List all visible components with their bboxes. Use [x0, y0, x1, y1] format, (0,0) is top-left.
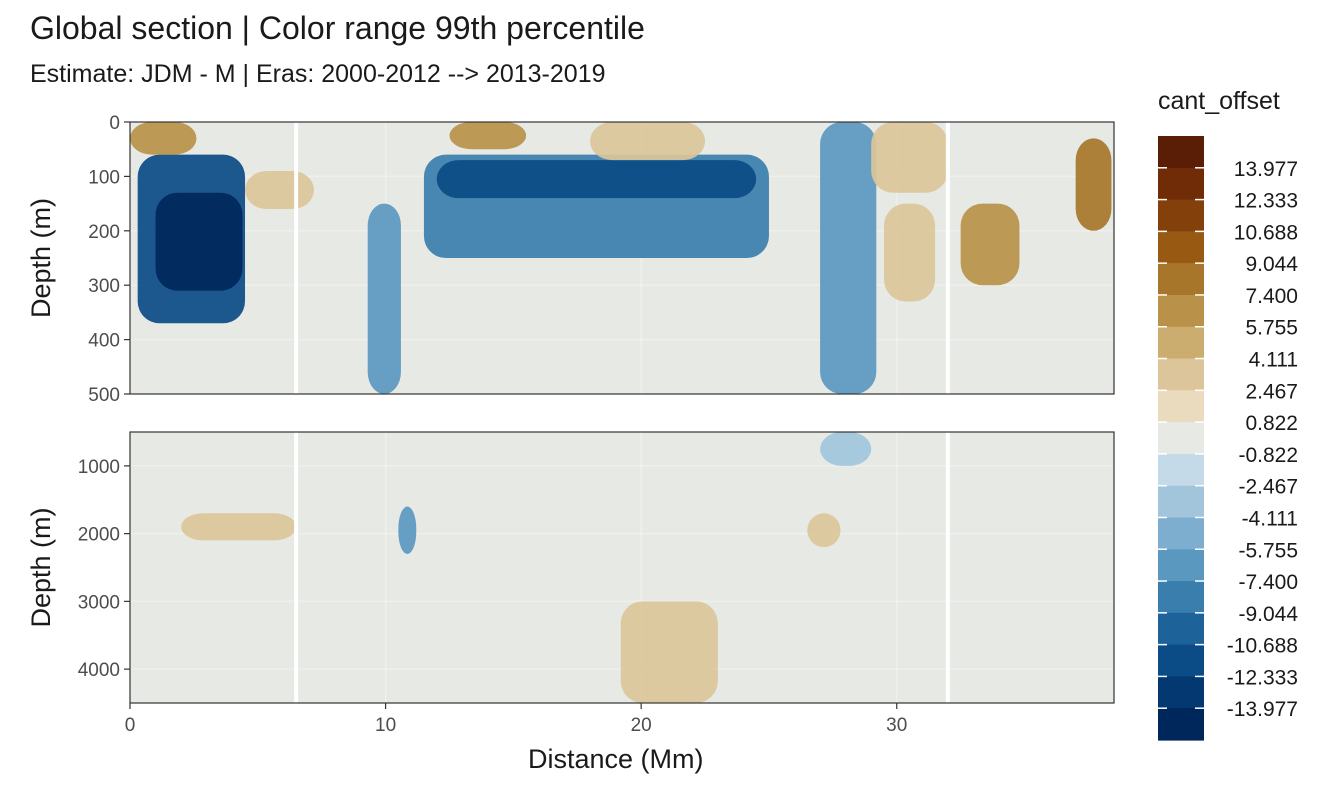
- legend-label: 10.688: [1234, 221, 1298, 244]
- upper-y-tick-label: 500: [88, 385, 120, 406]
- legend-swatch: [1158, 199, 1204, 232]
- upper-y-tick-label: 400: [88, 331, 120, 352]
- legend-swatch: [1158, 612, 1204, 646]
- legend-label: -0.822: [1238, 444, 1298, 467]
- upper-anomaly-12: [960, 203, 1020, 286]
- legend-swatch: [1158, 422, 1204, 455]
- lower-y-axis-title: Depth (m): [26, 507, 56, 627]
- upper-anomaly-5: [367, 203, 401, 394]
- legend-label: -12.333: [1227, 666, 1298, 689]
- legend-swatch: [1158, 644, 1204, 678]
- upper-y-tick-label: 300: [88, 276, 120, 297]
- lower-frame: [129, 431, 1115, 704]
- chart-subtitle: Estimate: JDM - M | Eras: 2000-2012 --> …: [30, 60, 606, 88]
- upper-anomaly-7: [245, 170, 315, 210]
- x-tick-label: 10: [375, 715, 396, 736]
- upper-anomaly-9: [590, 122, 706, 161]
- legend-swatch: [1158, 263, 1204, 296]
- lower-panel: [129, 431, 1115, 704]
- upper-anomaly-11: [1075, 138, 1112, 231]
- legend-swatch: [1158, 136, 1204, 169]
- lower-anomaly-1: [620, 601, 718, 703]
- legend-label: -10.688: [1227, 635, 1298, 658]
- legend-swatch: [1158, 676, 1204, 709]
- legend-swatch: [1158, 358, 1204, 391]
- legend-swatch: [1158, 326, 1204, 360]
- lower-y-tick-label: 2000: [78, 525, 120, 546]
- lower-anomaly-0: [398, 506, 417, 554]
- legend-swatch: [1158, 581, 1204, 614]
- legend-label: 0.822: [1245, 412, 1298, 435]
- upper-panel: [129, 121, 1115, 395]
- legend-label: -4.111: [1242, 507, 1298, 530]
- x-tick-label: 30: [886, 715, 907, 736]
- upper-y-tick-label: 200: [88, 222, 120, 243]
- lower-anomaly-4: [820, 432, 872, 466]
- legend-label: 2.467: [1245, 380, 1298, 403]
- upper-anomaly-3: [436, 160, 757, 199]
- x-tick-label: 20: [631, 715, 652, 736]
- legend-swatch: [1158, 517, 1204, 550]
- upper-anomaly-8: [449, 122, 527, 150]
- legend-swatch: [1158, 485, 1204, 519]
- legend-label: -5.755: [1238, 539, 1298, 562]
- legend-label: -2.467: [1238, 476, 1298, 499]
- upper-frame: [129, 121, 1115, 395]
- upper-y-tick-label: 0: [109, 113, 120, 134]
- color-legend: 13.977 12.333 10.688 9.044 7.400 5.755 4.111 2.…: [1158, 136, 1298, 741]
- legend-label: 13.977: [1234, 158, 1298, 181]
- upper-y-tick-label: 100: [88, 167, 120, 188]
- legend-title: cant_offset: [1158, 87, 1280, 115]
- chart-title: Global section | Color range 99th percen…: [30, 10, 645, 46]
- legend-label: -7.400: [1238, 571, 1298, 594]
- x-axis-label: Distance (Mm): [528, 744, 704, 774]
- upper-anomaly-13: [883, 203, 936, 302]
- legend-label: -13.977: [1227, 698, 1298, 721]
- upper-anomaly-10: [871, 122, 948, 193]
- upper-anomaly-6: [130, 122, 197, 155]
- legend-swatch: [1158, 231, 1204, 264]
- legend-swatch: [1158, 390, 1204, 423]
- legend-swatch: [1158, 294, 1204, 328]
- upper-anomaly-1: [155, 192, 243, 291]
- legend-swatch: [1158, 453, 1204, 487]
- legend-label: 5.755: [1245, 317, 1298, 340]
- lower-y-tick-label: 1000: [78, 457, 120, 478]
- lower-anomaly-3: [807, 513, 841, 548]
- legend-label: 12.333: [1234, 190, 1298, 213]
- upper-y-axis-title: Depth (m): [26, 198, 56, 318]
- legend-label: 9.044: [1245, 253, 1298, 276]
- lower-anomaly-2: [181, 513, 297, 541]
- legend-swatch: [1158, 549, 1204, 582]
- legend-swatch: [1158, 167, 1204, 201]
- upper-anomaly-4: [820, 122, 877, 394]
- lower-y-tick-label: 3000: [78, 592, 120, 613]
- legend-label: 7.400: [1245, 285, 1298, 308]
- lower-y-tick-label: 4000: [78, 660, 120, 681]
- legend-swatch: [1158, 708, 1204, 741]
- x-tick-label: 0: [125, 715, 136, 736]
- legend-label: 4.111: [1249, 349, 1298, 372]
- legend-label: -9.044: [1238, 603, 1298, 626]
